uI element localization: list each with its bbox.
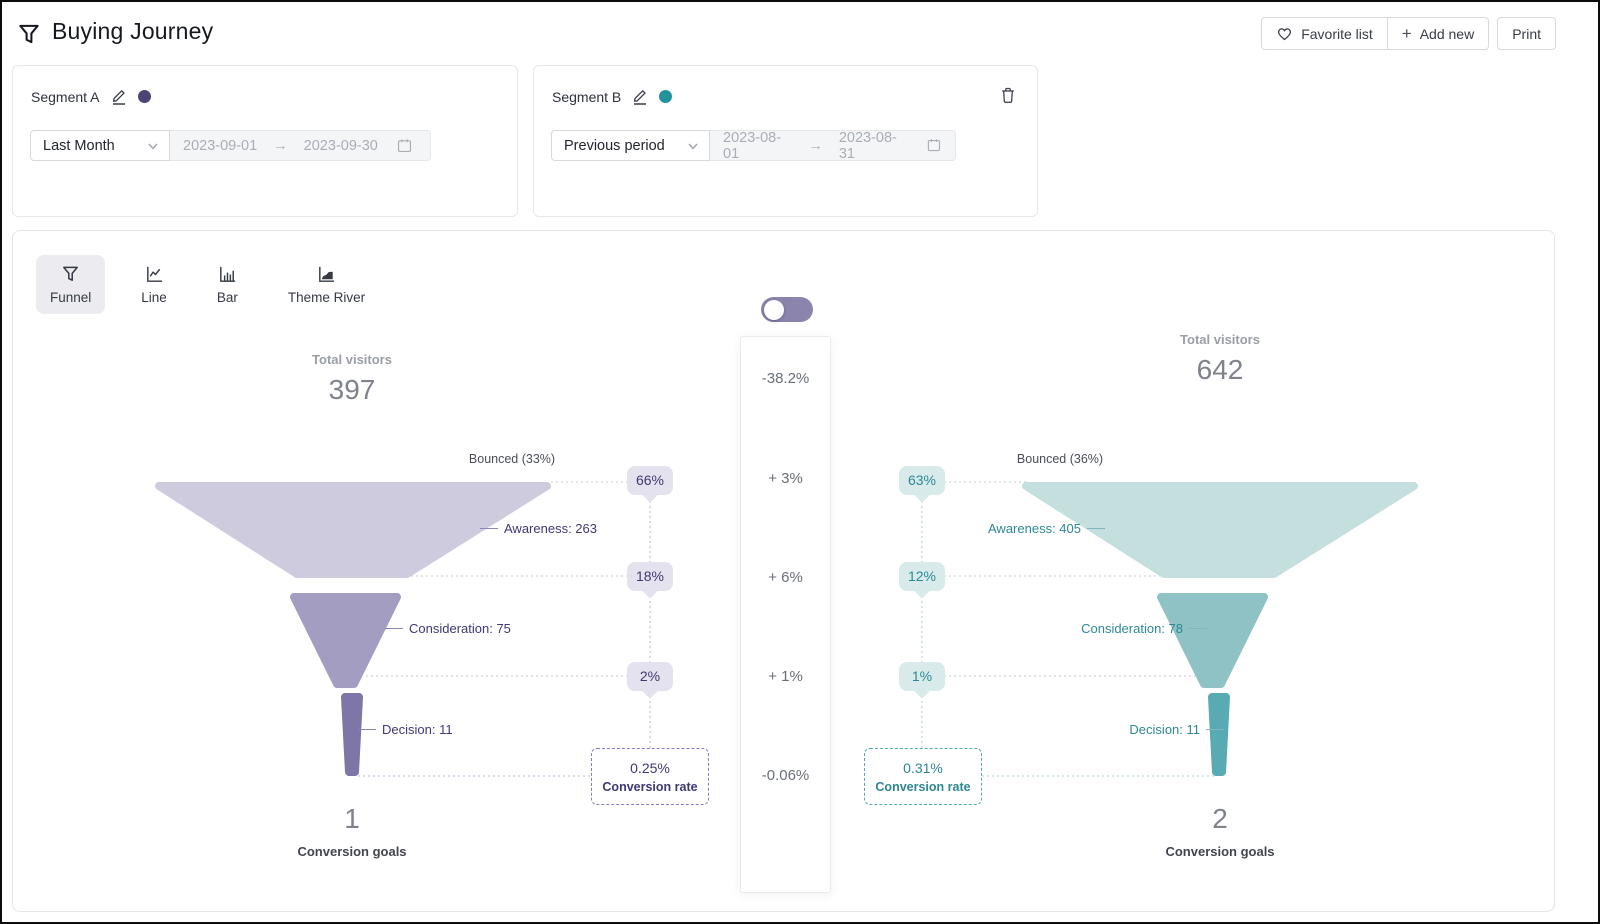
chevron-down-icon [147, 140, 159, 152]
comparison-value: + 1% [768, 668, 803, 685]
bar-chart-icon [217, 264, 238, 285]
print-label: Print [1512, 25, 1541, 42]
segment-b-bounced-label: Bounced (36%) [1016, 452, 1104, 466]
segment-b-stage-label-decision: Decision: 11 [1129, 722, 1224, 737]
favorite-list-button[interactable]: Favorite list [1261, 17, 1388, 50]
segment-b-stage-label-consideration: Consideration: 78 [1081, 621, 1207, 636]
segment-a-period-select[interactable]: Last Month [30, 130, 170, 161]
segment-b-date-end: 2023-08-31 [838, 129, 897, 162]
segment-a-period-value: Last Month [43, 137, 115, 154]
label-connector-line [1206, 729, 1224, 730]
chevron-down-icon [687, 140, 699, 152]
line-chart-icon [144, 264, 165, 285]
segment-b-card: Segment B Previous period 2023-08-01 → 2… [533, 65, 1038, 262]
segment-a-total-visitors: Total visitors 397 [312, 352, 392, 405]
segment-a-date-start: 2023-09-01 [183, 137, 258, 154]
segment-b-rate-badge-awareness: 63% [899, 466, 945, 495]
segment-b-period-value: Previous period [564, 137, 665, 154]
segment-a-date-range[interactable]: 2023-09-01 → 2023-09-30 [170, 130, 431, 161]
segment-a-controls: Last Month 2023-09-01 → 2023-09-30 [30, 130, 431, 161]
comparison-value: + 6% [768, 569, 803, 586]
heart-icon [1276, 25, 1293, 42]
segment-a-color-dot [137, 90, 151, 103]
funnel-b-consideration-shape [1157, 593, 1268, 688]
segment-b-rate-badge-consideration: 12% [899, 562, 945, 591]
funnel-chart-card: Funnel Line Bar Theme River [12, 230, 1555, 912]
comparison-value: -38.2% [761, 370, 810, 387]
comparison-value: + 3% [768, 470, 803, 487]
funnel-a-consideration-shape [290, 593, 401, 688]
page-title: Buying Journey [52, 18, 214, 44]
segment-b-controls: Previous period 2023-08-01 → 2023-08-31 [551, 129, 956, 162]
arrow-right-icon: → [808, 137, 823, 154]
segment-a-name-row: Segment A [31, 88, 151, 105]
segment-b-conversion-goals: 2 Conversion goals [1165, 803, 1275, 859]
segment-b-total-visitors: Total visitors 642 [1180, 332, 1260, 385]
segment-b-conversion-rate-box: 0.31% Conversion rate [864, 748, 982, 805]
toggle-knob [764, 299, 784, 320]
segment-b-rate-badge-decision: 1% [899, 662, 945, 691]
comparison-panel: -38.2% + 3% + 6% + 1% -0.06% [740, 336, 831, 893]
tab-line-label: Line [141, 290, 167, 305]
tab-bar[interactable]: Bar [203, 255, 252, 314]
print-button[interactable]: Print [1497, 17, 1556, 50]
comparison-toggle[interactable] [761, 297, 813, 322]
comparison-value: -0.06% [761, 767, 810, 784]
funnel-logo-icon [16, 21, 42, 47]
tab-theme-river[interactable]: Theme River [274, 255, 379, 314]
segment-a-rate-badge-decision: 2% [627, 662, 673, 691]
segment-a-bounced-label: Bounced (33%) [468, 452, 556, 466]
tab-funnel-label: Funnel [50, 290, 92, 305]
add-new-button[interactable]: + Add new [1386, 17, 1490, 50]
segment-a-stage-label-decision: Decision: 11 [358, 722, 453, 737]
segment-a-stage-label-consideration: Consideration: 75 [385, 621, 511, 636]
segment-a-rate-badge-consideration: 18% [627, 562, 673, 591]
arrow-right-icon: → [273, 137, 288, 154]
label-connector-line [1087, 528, 1105, 529]
tab-funnel[interactable]: Funnel [36, 255, 106, 314]
segment-a-conversion-rate-box: 0.25% Conversion rate [591, 748, 709, 805]
funnel-a-decision-shape [341, 693, 363, 776]
calendar-icon [396, 137, 413, 154]
label-connector-line [480, 528, 498, 529]
segment-b-name-row: Segment B [552, 88, 673, 105]
segment-a-name: Segment A [31, 88, 100, 105]
segment-b-date-start: 2023-08-01 [723, 129, 782, 162]
segment-a-rate-badge-awareness: 66% [627, 466, 673, 495]
edit-icon[interactable] [111, 88, 127, 105]
label-connector-line [358, 729, 376, 730]
calendar-icon [926, 137, 942, 154]
tab-line[interactable]: Line [127, 255, 181, 314]
segment-b-name: Segment B [552, 88, 622, 105]
plus-icon: + [1401, 24, 1412, 43]
funnel-icon [60, 264, 81, 285]
segment-a-date-end: 2023-09-30 [303, 137, 378, 154]
tab-bar-label: Bar [216, 290, 238, 305]
theme-river-icon [316, 264, 337, 285]
add-new-label: Add new [1419, 25, 1475, 42]
segment-b-date-range[interactable]: 2023-08-01 → 2023-08-31 [710, 129, 956, 162]
segment-b-stage-label-awareness: Awareness: 405 [988, 521, 1105, 536]
segment-b-color-dot [659, 90, 673, 103]
label-connector-line [1189, 628, 1207, 629]
edit-icon[interactable] [632, 88, 648, 105]
label-connector-line [385, 628, 403, 629]
favorite-list-label: Favorite list [1301, 25, 1373, 42]
tab-theme-river-label: Theme River [287, 290, 366, 305]
segment-b-period-select[interactable]: Previous period [551, 130, 710, 161]
chart-type-tabs: Funnel Line Bar Theme River [36, 255, 379, 314]
segment-a-card: Segment A Last Month 2023-09-01 → 2023-0… [12, 65, 518, 262]
header-actions: Favorite list + Add new Print [1261, 17, 1556, 50]
segment-a-conversion-goals: 1 Conversion goals [297, 803, 407, 859]
delete-segment-icon[interactable] [999, 86, 1017, 105]
segment-a-stage-label-awareness: Awareness: 263 [480, 521, 597, 536]
